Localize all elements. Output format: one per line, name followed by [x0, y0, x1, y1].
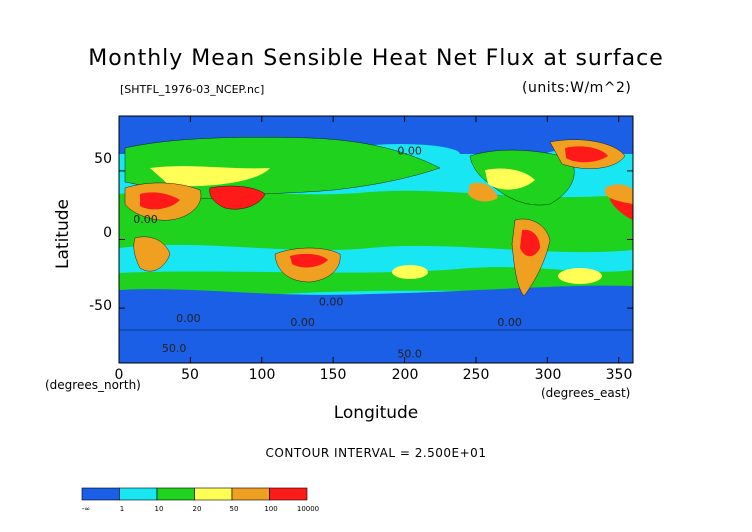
file-label: [SHTFL_1976-03_NCEP.nc]	[120, 83, 265, 96]
colorbar-swatch	[119, 487, 158, 501]
x-axis-label: Longitude	[333, 403, 419, 423]
y-tick-marks	[119, 170, 633, 309]
colorbar-swatch	[81, 487, 120, 501]
x-tick-label: 200	[391, 367, 419, 383]
colorbar-label: 100	[264, 505, 278, 513]
india	[209, 185, 266, 210]
colorbar-label: 20	[192, 505, 202, 513]
chart-title: Monthly Mean Sensible Heat Net Flux at s…	[88, 46, 664, 71]
y-tick-label: -50	[89, 298, 112, 314]
contour-label: 0.00	[497, 316, 521, 329]
x-tick-label: 50	[181, 367, 199, 383]
colorbar-swatch	[156, 487, 195, 501]
colorbar-label: 10000	[296, 505, 320, 513]
x-tick-marks	[118, 116, 620, 363]
colorbar-swatch	[231, 487, 270, 501]
y-unit-note: (degrees_north)	[45, 378, 141, 392]
x-tick-label: 350	[605, 367, 633, 383]
x-tick-label: 150	[319, 367, 347, 383]
southern-africa	[133, 236, 171, 272]
contour-label: 0.00	[133, 213, 158, 226]
contour-interval: CONTOUR INTERVAL = 2.500E+01	[265, 446, 487, 460]
units-label: (units:W/m^2)	[522, 80, 632, 96]
colorbar-boxes	[81, 487, 308, 501]
colorbar	[81, 487, 308, 501]
contour-labels: 0.00 0.00 0.00 0.00 0.00 0.00 50.0 50.0	[133, 144, 522, 360]
colorbar-label: 50	[229, 505, 239, 513]
y-tick-label: 50	[94, 151, 112, 167]
contour-label: 0.00	[397, 144, 422, 157]
heat-flux-map: 0.00 0.00 0.00 0.00 0.00 0.00 50.0 50.0	[118, 115, 634, 364]
x-unit-note: (degrees_east)	[541, 386, 631, 400]
contour-label: 0.00	[176, 312, 201, 325]
contour-label: 50.0	[162, 342, 187, 355]
contour-label: 50.0	[397, 348, 422, 361]
colorbar-swatch	[269, 487, 308, 501]
antarctica	[119, 329, 633, 363]
colorbar-label: 10	[154, 505, 164, 513]
colorbar-label: 1	[119, 505, 125, 513]
contour-label: 0.00	[290, 316, 315, 329]
y-axis-label: Latitude	[53, 199, 73, 269]
colorbar-label: -∞	[81, 505, 91, 513]
colorbar-swatch	[194, 487, 233, 501]
x-tick-label: 0	[114, 367, 124, 383]
contour-label: 0.00	[319, 295, 344, 308]
map-fill	[119, 116, 633, 363]
x-tick-label: 100	[248, 367, 276, 383]
y-tick-label: 0	[103, 225, 112, 241]
x-tick-label: 300	[534, 367, 562, 383]
x-tick-label: 250	[462, 367, 490, 383]
